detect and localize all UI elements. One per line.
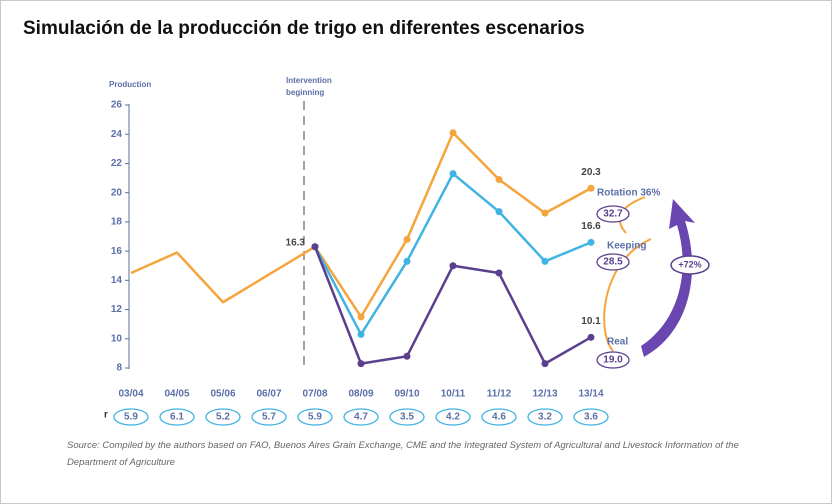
x-tick-label: 10/11 [441,389,466,400]
series-label: Keeping [607,241,646,252]
series-label: Real [607,337,628,348]
x-tick-label: 06/07 [256,389,281,400]
r-label: r [104,410,108,421]
r-oval [573,408,609,426]
r-value: 3.2 [538,412,552,423]
y-tick-label: 8 [116,363,122,374]
point [357,360,365,368]
arrow [641,199,695,357]
total-oval [596,351,630,369]
point [541,209,549,217]
r-value: 5.7 [262,412,276,423]
data-label: 16.6 [581,221,601,232]
point [587,184,595,192]
chart-title: Simulación de la producción de trigo en … [23,18,585,39]
point [449,170,457,178]
x-tick-label: 13/14 [578,389,603,400]
change-oval [670,255,710,275]
r-oval [481,408,517,426]
r-oval [297,408,333,426]
y-tick-label: 18 [111,217,123,228]
point [541,257,549,265]
x-tick-label: 09/10 [394,389,419,400]
r-oval [435,408,471,426]
x-tick-label: 08/09 [348,389,373,400]
point [587,333,595,341]
point [449,129,457,137]
point [403,352,411,360]
r-value: 4.2 [446,412,460,423]
point [541,360,549,368]
r-oval [205,408,241,426]
point [449,262,457,270]
data-label: 16.3 [286,237,306,248]
x-tick-label: 05/06 [210,389,235,400]
source-note: Source: Compiled by the authors based on… [67,440,739,468]
series-line [130,131,592,319]
y-tick-label: 26 [111,100,123,111]
y-tick-label: 10 [111,333,123,344]
point [495,269,503,277]
r-oval [527,408,563,426]
r-oval [389,408,425,426]
point [495,176,503,184]
change-label: +72% [678,259,701,269]
r-oval [343,408,379,426]
x-tick-label: 07/08 [302,389,327,400]
r-oval [113,408,149,426]
point [311,243,319,251]
data-label: 20.3 [581,167,601,178]
y-tick-label: 24 [111,129,123,140]
r-value: 3.6 [584,412,598,423]
point [357,313,365,321]
x-tick-label: 11/12 [487,389,512,400]
r-value: 5.9 [308,412,322,423]
x-tick-label: 03/04 [118,389,143,400]
data-label: 10.1 [581,316,601,327]
point [403,235,411,243]
total-oval [596,205,630,223]
y-tick-label: 14 [111,275,123,286]
y-tick-label: 12 [111,304,123,315]
y-axis-label: Production [109,80,151,89]
total-label: 19.0 [603,355,623,366]
point [357,330,365,338]
total-label: 28.5 [603,257,623,268]
x-tick-label: 12/13 [532,389,557,400]
point [495,208,503,216]
point [403,257,411,265]
y-tick-label: 20 [111,187,123,198]
r-value: 6.1 [170,412,184,423]
y-tick-label: 16 [111,246,123,257]
r-value: 4.6 [492,412,506,423]
annotation: beginning [286,88,324,97]
r-value: 5.9 [124,412,138,423]
bracket [603,238,652,352]
r-value: 4.7 [354,412,368,423]
r-value: 5.2 [216,412,230,423]
x-tick-label: 04/05 [164,389,189,400]
chart: Production Intervention beginning +72% 8… [104,76,710,426]
total-label: 32.7 [603,209,623,220]
series-label: Rotation 36% [597,188,660,199]
annotation: Intervention [286,76,332,85]
r-oval [159,408,195,426]
y-tick-label: 22 [111,158,123,169]
r-value: 3.5 [400,412,414,423]
total-oval [596,253,630,271]
point [587,238,595,246]
r-oval [251,408,287,426]
